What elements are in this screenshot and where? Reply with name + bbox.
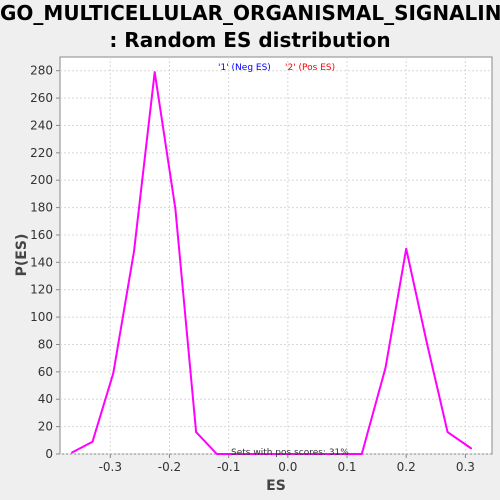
x-tick-label: 0.3 — [456, 460, 475, 474]
es-data-point — [405, 247, 407, 250]
y-tick-label: 100 — [30, 310, 53, 324]
x-tick-label: -0.2 — [158, 460, 181, 474]
y-tick-label: 180 — [30, 201, 53, 215]
es-data-point — [195, 431, 197, 433]
y-tick-label: 200 — [30, 173, 53, 187]
y-tick-label: 20 — [38, 420, 53, 434]
es-data-point — [278, 453, 280, 455]
legend-entry-neg-es: '1' (Neg ES) — [218, 63, 271, 73]
es-data-point — [153, 71, 156, 73]
es-data-point — [257, 453, 260, 455]
es-data-point — [426, 342, 428, 344]
y-tick-label: 160 — [30, 228, 53, 242]
y-tick-label: 80 — [38, 337, 53, 351]
y-tick-label: 140 — [30, 255, 53, 269]
es-data-point — [340, 453, 342, 455]
y-tick-label: 120 — [30, 283, 53, 297]
x-tick-label: 0.2 — [397, 460, 416, 474]
chart-title: GO_MULTICELLULAR_ORGANISMAL_SIGNALING : … — [0, 0, 500, 54]
y-axis-title: P(ES) — [14, 234, 30, 277]
es-data-point — [133, 250, 135, 253]
y-tick-label: 240 — [30, 118, 53, 132]
legend-entry-pos-es: '2' (Pos ES) — [285, 63, 335, 73]
plot-background — [59, 56, 493, 455]
y-tick-label: 0 — [45, 447, 53, 461]
y-tick-label: 60 — [38, 365, 53, 379]
x-axis-title: ES — [266, 478, 286, 494]
pos-scores-annotation: Sets with pos scores: 31% — [231, 448, 349, 458]
es-data-point — [216, 453, 218, 455]
chart-title-line-2: : Random ES distribution — [109, 28, 391, 52]
es-data-point — [319, 453, 322, 455]
es-data-point — [384, 366, 387, 369]
grid-lines — [60, 57, 492, 455]
data-series — [71, 71, 473, 455]
y-tick-label: 280 — [30, 64, 53, 78]
es-data-point — [446, 431, 449, 433]
axis-ticks: 0 20 40 60 80 100 120 140 160 180 200 220 240 260 280 -… — [30, 64, 475, 474]
es-data-point — [361, 453, 363, 455]
x-tick-label: 0.0 — [278, 460, 297, 474]
es-data-point — [71, 451, 73, 454]
es-data-point — [91, 440, 94, 443]
y-tick-label: 40 — [38, 392, 53, 406]
x-tick-label: -0.3 — [99, 460, 122, 474]
es-data-point — [112, 372, 115, 375]
es-data-point — [298, 453, 301, 455]
es-data-point — [236, 453, 239, 455]
es-distribution-line — [71, 71, 472, 455]
es-data-point — [174, 208, 177, 210]
chart-title-line-1: GO_MULTICELLULAR_ORGANISMAL_SIGNALING — [0, 1, 500, 25]
y-tick-label: 220 — [30, 146, 53, 160]
es-data-point — [470, 447, 473, 450]
y-tick-label: 260 — [30, 91, 53, 105]
x-tick-label: 0.1 — [337, 460, 356, 474]
x-tick-label: -0.1 — [217, 460, 240, 474]
